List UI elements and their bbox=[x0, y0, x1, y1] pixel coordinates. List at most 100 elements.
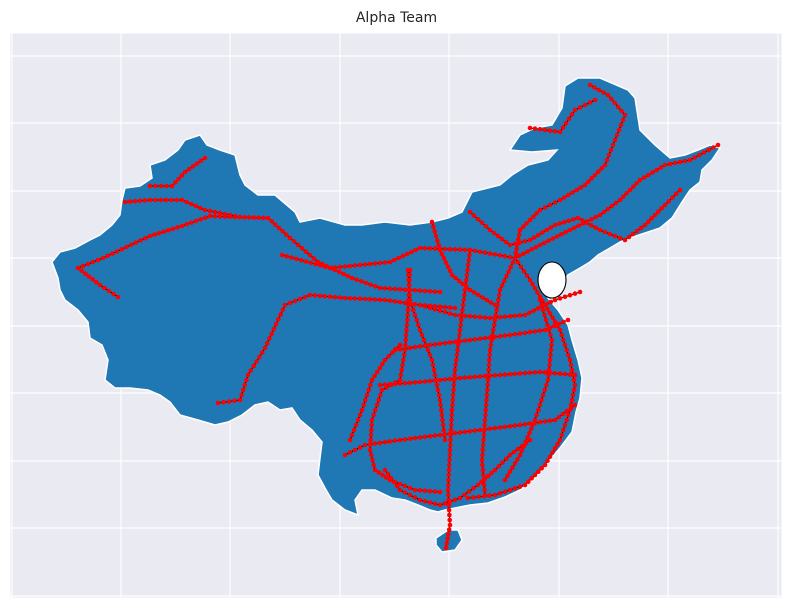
rail-node bbox=[467, 287, 473, 293]
rail-node bbox=[548, 347, 554, 353]
rail-node bbox=[552, 319, 558, 325]
rail-node bbox=[556, 321, 562, 327]
rail-node bbox=[401, 352, 407, 358]
rail-node bbox=[390, 350, 395, 355]
rail-node bbox=[198, 158, 204, 164]
rail-node bbox=[446, 472, 452, 478]
rail-node bbox=[464, 277, 469, 283]
rail-node bbox=[175, 225, 180, 230]
rail-node bbox=[437, 308, 443, 314]
rail-node bbox=[614, 132, 620, 138]
rail-node bbox=[659, 206, 664, 211]
rail-node bbox=[484, 397, 489, 403]
rail-node bbox=[377, 260, 383, 266]
rail-node bbox=[115, 294, 121, 300]
rail-node bbox=[612, 233, 618, 239]
rail-node bbox=[457, 495, 463, 501]
rail-node bbox=[392, 299, 398, 304]
rail-node bbox=[412, 312, 418, 318]
rail-node bbox=[147, 183, 153, 189]
rail-node bbox=[634, 181, 639, 186]
rail-node bbox=[472, 374, 478, 380]
rail-node bbox=[251, 215, 257, 220]
rail-node bbox=[442, 432, 447, 438]
rail-node bbox=[521, 251, 526, 256]
rail-node bbox=[570, 190, 575, 195]
rail-node bbox=[612, 137, 618, 143]
rail-node bbox=[580, 218, 585, 223]
rail-node bbox=[287, 235, 293, 241]
rail-node bbox=[601, 90, 606, 95]
rail-node bbox=[232, 213, 238, 219]
rail-node bbox=[466, 257, 472, 263]
rail-node bbox=[672, 160, 678, 166]
rail-node bbox=[578, 185, 584, 190]
rail-node bbox=[156, 230, 162, 236]
rail-node bbox=[459, 317, 464, 323]
rail-node bbox=[536, 469, 541, 475]
rail-node bbox=[405, 267, 411, 273]
rail-node bbox=[587, 82, 593, 88]
rail-node bbox=[416, 322, 421, 328]
rail-node bbox=[432, 342, 438, 347]
rail-node bbox=[582, 182, 588, 188]
rail-node bbox=[472, 337, 478, 342]
rail-node bbox=[90, 259, 96, 265]
rail-node bbox=[545, 306, 550, 312]
rail-node bbox=[412, 344, 418, 350]
rail-node bbox=[482, 315, 488, 320]
rail-node bbox=[596, 169, 601, 174]
rail-node bbox=[407, 485, 413, 491]
rail-node bbox=[464, 272, 470, 278]
rail-node bbox=[532, 126, 538, 131]
rail-node bbox=[597, 227, 603, 233]
rail-node bbox=[432, 433, 438, 438]
rail-node bbox=[609, 203, 615, 209]
rail-node bbox=[502, 253, 508, 259]
rail-node bbox=[588, 222, 594, 228]
rail-node bbox=[359, 279, 364, 284]
rail-node bbox=[532, 329, 538, 334]
rail-node bbox=[431, 224, 436, 229]
rail-node bbox=[460, 281, 466, 287]
rail-node bbox=[571, 377, 577, 383]
rail-node bbox=[111, 291, 116, 297]
rail-node bbox=[403, 337, 409, 343]
rail-node bbox=[519, 448, 525, 453]
rail-node bbox=[547, 357, 553, 363]
rail-node bbox=[512, 241, 518, 247]
rail-node bbox=[363, 280, 369, 286]
rail-node bbox=[398, 372, 404, 378]
rail-node bbox=[179, 223, 185, 229]
rail-node bbox=[613, 200, 619, 206]
rail-node bbox=[327, 294, 333, 300]
rail-node bbox=[447, 522, 453, 528]
rail-node bbox=[414, 317, 420, 323]
rail-node bbox=[417, 327, 423, 333]
rail-node bbox=[446, 531, 451, 537]
rail-node bbox=[409, 302, 415, 308]
rail-node bbox=[397, 347, 403, 352]
rail-node bbox=[184, 199, 189, 205]
rail-node bbox=[289, 255, 294, 260]
rail-node bbox=[482, 487, 487, 493]
rail-node bbox=[481, 437, 486, 443]
rail-node bbox=[543, 317, 549, 323]
rail-node bbox=[562, 422, 568, 428]
rail-node bbox=[382, 286, 388, 291]
rail-node bbox=[637, 177, 643, 183]
rail-node bbox=[522, 330, 528, 336]
rail-node bbox=[297, 296, 303, 302]
rail-node bbox=[434, 382, 440, 388]
rail-node bbox=[412, 435, 418, 441]
rail-node bbox=[83, 271, 88, 277]
rail-node bbox=[377, 382, 383, 388]
rail-node bbox=[552, 297, 558, 303]
rail-node bbox=[537, 207, 543, 213]
rail-node bbox=[550, 236, 556, 241]
rail-node bbox=[502, 278, 507, 284]
rail-node bbox=[451, 382, 457, 388]
rail-node bbox=[507, 242, 513, 248]
rail-node bbox=[193, 203, 199, 209]
rail-node bbox=[454, 357, 459, 363]
